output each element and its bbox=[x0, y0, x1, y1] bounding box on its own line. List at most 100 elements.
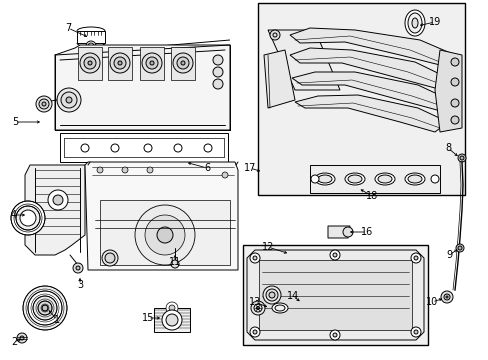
Polygon shape bbox=[264, 50, 294, 108]
Circle shape bbox=[20, 336, 24, 340]
Circle shape bbox=[162, 310, 182, 330]
Circle shape bbox=[165, 302, 178, 314]
Text: 8: 8 bbox=[444, 143, 450, 153]
Polygon shape bbox=[171, 47, 195, 80]
Circle shape bbox=[88, 43, 94, 49]
Circle shape bbox=[213, 55, 223, 65]
Circle shape bbox=[36, 96, 52, 112]
Circle shape bbox=[329, 330, 339, 340]
Circle shape bbox=[457, 246, 461, 250]
Circle shape bbox=[145, 215, 184, 255]
Polygon shape bbox=[140, 47, 163, 80]
Bar bbox=[258, 3, 464, 195]
Circle shape bbox=[16, 206, 40, 230]
Circle shape bbox=[38, 301, 52, 315]
Circle shape bbox=[222, 172, 227, 178]
Text: 9: 9 bbox=[445, 250, 451, 260]
Circle shape bbox=[42, 305, 48, 311]
Text: 5: 5 bbox=[12, 117, 18, 127]
Polygon shape bbox=[289, 28, 454, 65]
Polygon shape bbox=[309, 165, 439, 193]
Circle shape bbox=[39, 99, 49, 109]
Ellipse shape bbox=[345, 173, 364, 185]
Text: 15: 15 bbox=[142, 313, 154, 323]
Circle shape bbox=[265, 289, 278, 301]
Circle shape bbox=[430, 175, 438, 183]
Circle shape bbox=[450, 99, 458, 107]
Circle shape bbox=[88, 61, 92, 65]
Polygon shape bbox=[60, 133, 227, 162]
Circle shape bbox=[20, 210, 36, 226]
Circle shape bbox=[213, 67, 223, 77]
Circle shape bbox=[86, 41, 96, 51]
Ellipse shape bbox=[404, 10, 424, 36]
Circle shape bbox=[256, 306, 259, 310]
Text: 12: 12 bbox=[261, 242, 274, 252]
Circle shape bbox=[76, 266, 80, 270]
Circle shape bbox=[53, 195, 63, 205]
Text: 1: 1 bbox=[54, 315, 60, 325]
Circle shape bbox=[42, 102, 46, 106]
Ellipse shape bbox=[314, 173, 334, 185]
Polygon shape bbox=[78, 47, 102, 80]
Circle shape bbox=[80, 53, 100, 73]
Bar bbox=[243, 245, 427, 345]
Circle shape bbox=[443, 294, 449, 300]
Circle shape bbox=[268, 292, 274, 298]
Ellipse shape bbox=[377, 175, 391, 183]
Circle shape bbox=[332, 253, 336, 257]
Circle shape bbox=[73, 263, 83, 273]
Text: 10: 10 bbox=[425, 297, 437, 307]
Circle shape bbox=[450, 58, 458, 66]
Circle shape bbox=[459, 156, 463, 160]
Polygon shape bbox=[100, 200, 229, 265]
Circle shape bbox=[118, 61, 122, 65]
Ellipse shape bbox=[407, 175, 421, 183]
Text: 16: 16 bbox=[360, 227, 372, 237]
Circle shape bbox=[146, 57, 158, 69]
Circle shape bbox=[450, 116, 458, 124]
Polygon shape bbox=[294, 95, 447, 132]
Circle shape bbox=[249, 253, 260, 263]
Circle shape bbox=[48, 190, 68, 210]
Circle shape bbox=[249, 327, 260, 337]
Ellipse shape bbox=[347, 175, 361, 183]
Circle shape bbox=[342, 227, 352, 237]
Polygon shape bbox=[289, 48, 447, 88]
Polygon shape bbox=[267, 30, 339, 90]
Circle shape bbox=[105, 253, 115, 263]
Text: 4: 4 bbox=[11, 210, 17, 220]
Circle shape bbox=[33, 296, 57, 320]
Circle shape bbox=[171, 260, 179, 268]
Circle shape bbox=[250, 301, 264, 315]
Circle shape bbox=[252, 256, 257, 260]
Text: 13: 13 bbox=[248, 297, 261, 307]
Ellipse shape bbox=[411, 18, 417, 28]
Circle shape bbox=[177, 57, 189, 69]
Circle shape bbox=[413, 330, 417, 334]
Circle shape bbox=[332, 333, 336, 337]
Circle shape bbox=[84, 57, 96, 69]
Polygon shape bbox=[154, 308, 190, 332]
Circle shape bbox=[150, 61, 154, 65]
Polygon shape bbox=[108, 47, 132, 80]
Text: 17: 17 bbox=[244, 163, 256, 173]
Circle shape bbox=[66, 97, 72, 103]
Circle shape bbox=[122, 167, 128, 173]
Circle shape bbox=[147, 167, 153, 173]
Bar bbox=[259, 260, 411, 330]
Circle shape bbox=[97, 167, 103, 173]
Polygon shape bbox=[327, 226, 349, 238]
Circle shape bbox=[450, 78, 458, 86]
Text: 3: 3 bbox=[77, 280, 83, 290]
Polygon shape bbox=[291, 72, 449, 110]
Polygon shape bbox=[85, 162, 238, 270]
Circle shape bbox=[61, 92, 77, 108]
Ellipse shape bbox=[407, 13, 421, 33]
Circle shape bbox=[165, 314, 178, 326]
Text: 2: 2 bbox=[11, 337, 17, 347]
Text: 7: 7 bbox=[65, 23, 71, 33]
Circle shape bbox=[23, 286, 67, 330]
Polygon shape bbox=[55, 40, 229, 55]
Polygon shape bbox=[434, 50, 461, 132]
